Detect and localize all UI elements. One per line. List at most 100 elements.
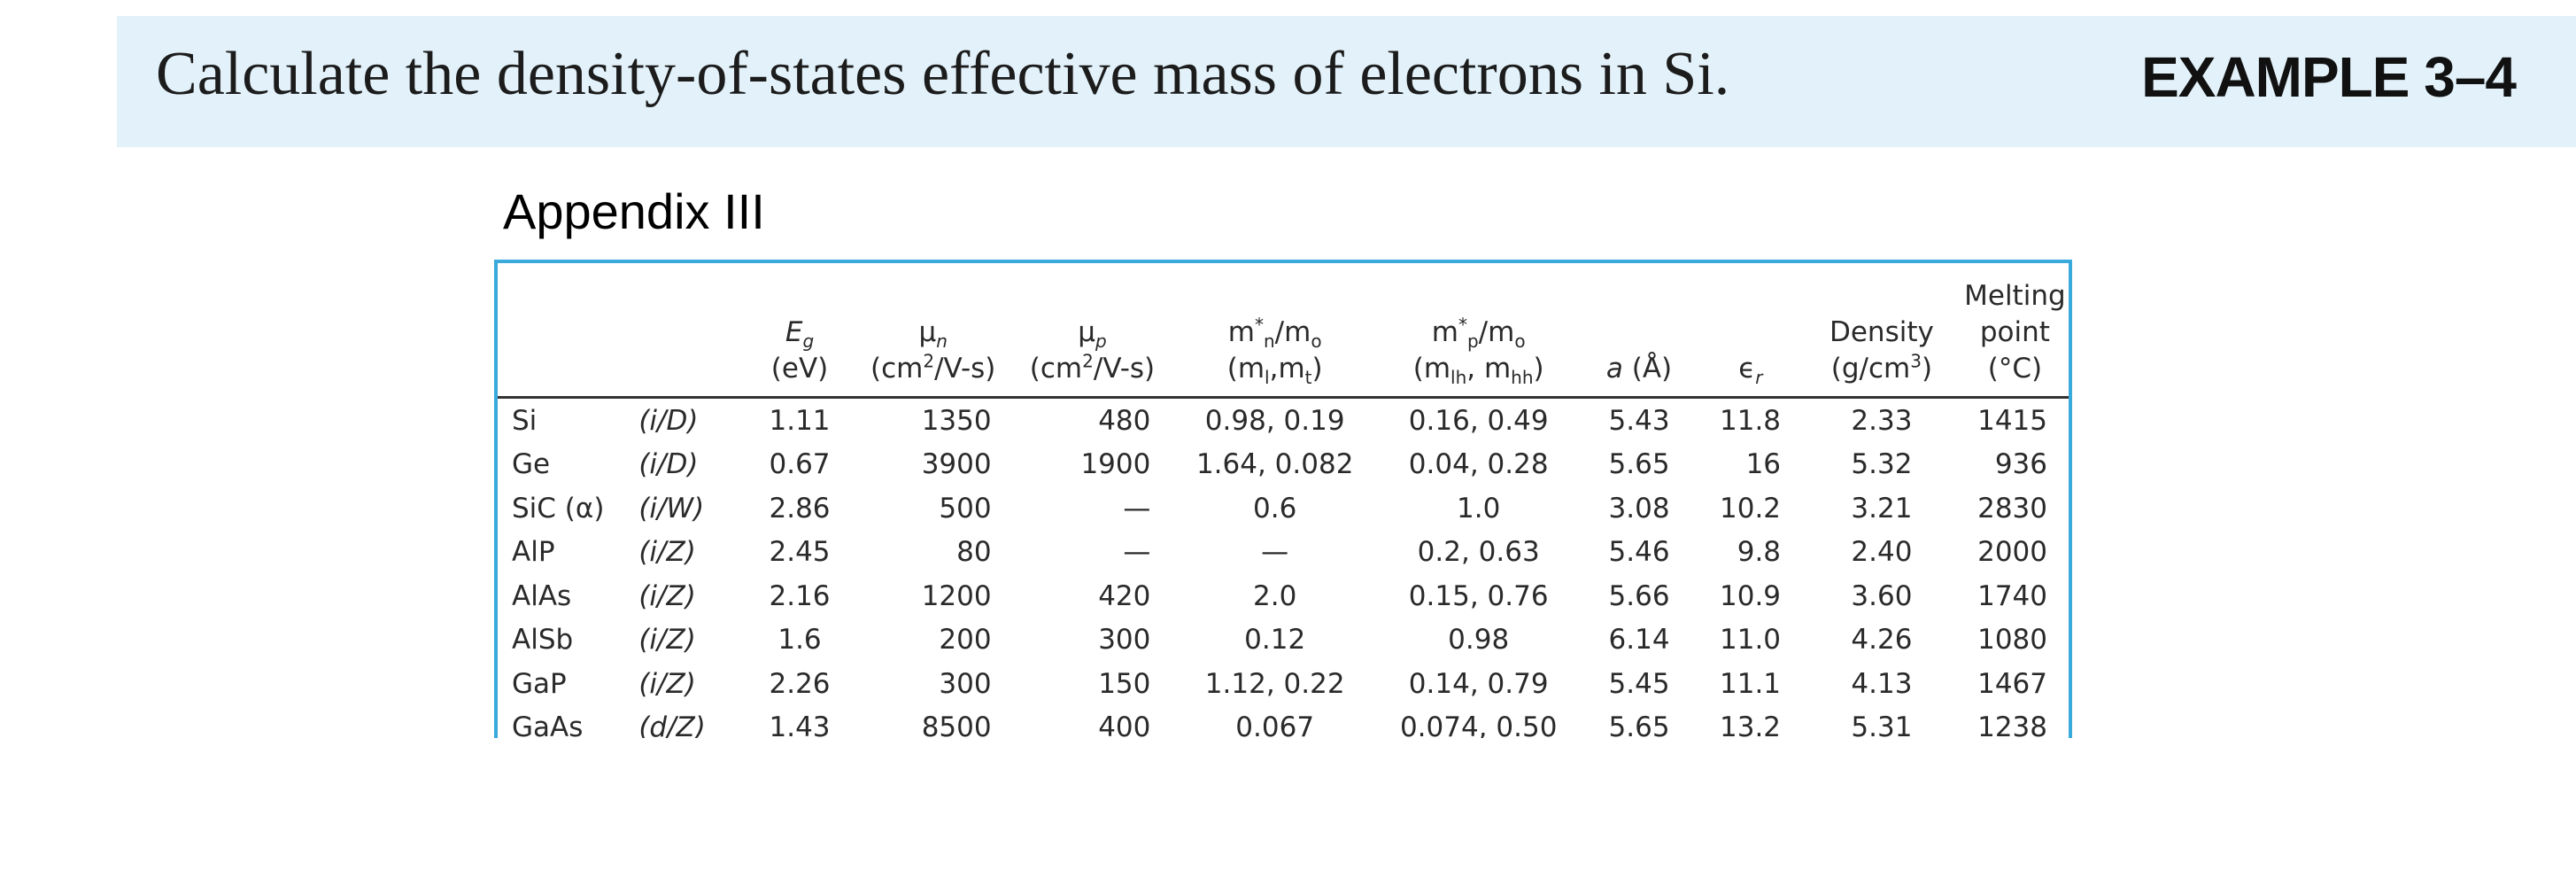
table-row: GaP (i/Z) 2.26 300 150 1.12, 0.22 0.14, 0.79 5.… bbox=[498, 662, 2069, 706]
header-mu-n: μn (cm2/V-s) bbox=[853, 263, 1013, 399]
table-row: Ge (i/D) 0.67 3900 1900 1.64, 0.082 0.04, 0.28… bbox=[498, 443, 2069, 487]
cell-density: 4.26 bbox=[1851, 624, 1913, 657]
cell-eg: 1.11 bbox=[769, 404, 831, 437]
cell-lattice-constant: 5.45 bbox=[1608, 667, 1670, 700]
cell-mp-eff: 0.14, 0.79 bbox=[1408, 667, 1549, 700]
cell-mu-n: 1200 bbox=[921, 579, 992, 612]
cell-lattice-constant: 5.43 bbox=[1608, 404, 1670, 437]
appendix-title: Appendix III bbox=[503, 183, 765, 239]
material-properties-table-frame: Eg (eV) μn (cm2/V-s) μp (cm2/V-s) m*n/mo… bbox=[494, 260, 2072, 738]
cell-mu-p: 1900 bbox=[1080, 448, 1151, 481]
header-melting-point: Melting point (°C) bbox=[1961, 263, 2069, 399]
cell-material: Ge bbox=[512, 448, 551, 481]
cell-melting-point: 936 bbox=[1994, 448, 2047, 481]
cell-mn-eff: 0.98, 0.19 bbox=[1204, 404, 1345, 437]
header-mp-eff: m*p/mo (mlh, mhh) bbox=[1378, 263, 1580, 399]
cell-mu-n: 8500 bbox=[921, 711, 992, 738]
cell-eg: 1.6 bbox=[777, 624, 822, 657]
cell-mu-p: 420 bbox=[1098, 579, 1151, 612]
cell-melting-point: 1080 bbox=[1977, 624, 2047, 657]
cell-gap-type: (i/Z) bbox=[638, 536, 696, 569]
cell-gap-type: (i/Z) bbox=[638, 579, 696, 612]
cell-eg: 2.86 bbox=[769, 492, 831, 525]
cell-melting-point: 1467 bbox=[1977, 667, 2047, 700]
table-row: AlAs (i/Z) 2.16 1200 420 2.0 0.15, 0.76 5.66 10.… bbox=[498, 574, 2069, 618]
cell-material: AlP bbox=[512, 536, 555, 569]
cell-mn-eff: 0.067 bbox=[1235, 711, 1315, 738]
example-banner: Calculate the density-of-states effectiv… bbox=[117, 16, 2576, 147]
cell-density: 2.40 bbox=[1851, 536, 1913, 569]
cell-mu-n: 300 bbox=[939, 667, 992, 700]
cell-mp-eff: 1.0 bbox=[1457, 492, 1501, 525]
header-eg: Eg (eV) bbox=[746, 263, 854, 399]
cell-density: 2.33 bbox=[1851, 404, 1913, 437]
material-properties-table: Eg (eV) μn (cm2/V-s) μp (cm2/V-s) m*n/mo… bbox=[498, 263, 2069, 738]
cell-density: 3.60 bbox=[1851, 579, 1913, 612]
cell-mp-eff: 0.15, 0.76 bbox=[1408, 579, 1549, 612]
header-mn-eff: m*n/mo (ml,mt) bbox=[1172, 263, 1378, 399]
cell-melting-point: 1740 bbox=[1977, 579, 2047, 612]
table-row: AlSb (i/Z) 1.6 200 300 0.12 0.98 6.14 11.0 4.26 10… bbox=[498, 618, 2069, 663]
cell-melting-point: 1415 bbox=[1977, 404, 2047, 437]
table-row: Si (i/D) 1.11 1350 480 0.98, 0.19 0.16, 0.49 5.… bbox=[498, 398, 2069, 443]
cell-mn-eff: 2.0 bbox=[1253, 579, 1297, 612]
table-row: SiC (α) (i/W) 2.86 500 — 0.6 1.0 3.08 10.2 3.21 28… bbox=[498, 486, 2069, 531]
cell-mp-eff: 0.074, 0.50 bbox=[1399, 711, 1558, 738]
header-material bbox=[498, 263, 634, 399]
cell-lattice-constant: 5.65 bbox=[1608, 448, 1670, 481]
cell-gap-type: (i/Z) bbox=[638, 624, 696, 657]
cell-mu-n: 200 bbox=[939, 624, 992, 657]
cell-mn-eff: — bbox=[1261, 536, 1289, 569]
cell-eg: 2.16 bbox=[769, 579, 831, 612]
cell-permittivity: 9.8 bbox=[1737, 536, 1782, 569]
cell-permittivity: 11.1 bbox=[1720, 667, 1782, 700]
cell-permittivity: 10.9 bbox=[1720, 579, 1782, 612]
cell-mp-eff: 0.98 bbox=[1448, 624, 1510, 657]
cell-density: 4.13 bbox=[1851, 667, 1913, 700]
cell-gap-type: (d/Z) bbox=[638, 711, 706, 738]
cell-mp-eff: 0.04, 0.28 bbox=[1408, 448, 1549, 481]
cell-lattice-constant: 6.14 bbox=[1608, 624, 1670, 657]
cell-gap-type: (i/W) bbox=[638, 492, 705, 525]
cell-permittivity: 10.2 bbox=[1720, 492, 1782, 525]
header-mu-p: μp (cm2/V-s) bbox=[1012, 263, 1172, 399]
cell-mn-eff: 0.6 bbox=[1253, 492, 1297, 525]
cell-melting-point: 1238 bbox=[1977, 711, 2047, 738]
header-row: Eg (eV) μn (cm2/V-s) μp (cm2/V-s) m*n/mo… bbox=[498, 263, 2069, 399]
cell-material: Si bbox=[512, 404, 538, 437]
cell-mu-p: 300 bbox=[1098, 624, 1151, 657]
header-density: Density (g/cm3) bbox=[1802, 263, 1961, 399]
cell-mn-eff: 1.12, 0.22 bbox=[1204, 667, 1345, 700]
cell-mu-n: 500 bbox=[939, 492, 992, 525]
header-lattice-constant: a (Å) bbox=[1579, 263, 1699, 399]
header-gap-type bbox=[633, 263, 746, 399]
cell-mu-n: 80 bbox=[956, 536, 992, 569]
cell-melting-point: 2000 bbox=[1977, 536, 2047, 569]
cell-material: GaP bbox=[512, 667, 567, 700]
cell-permittivity: 11.0 bbox=[1720, 624, 1782, 657]
cell-gap-type: (i/D) bbox=[638, 448, 699, 481]
cell-lattice-constant: 3.08 bbox=[1608, 492, 1670, 525]
cell-melting-point: 2830 bbox=[1977, 492, 2047, 525]
cell-eg: 1.43 bbox=[769, 711, 831, 738]
cell-mn-eff: 0.12 bbox=[1244, 624, 1306, 657]
cell-mn-eff: 1.64, 0.082 bbox=[1195, 448, 1354, 481]
cell-mu-p: 400 bbox=[1098, 711, 1151, 738]
cell-mu-p: — bbox=[1123, 492, 1151, 525]
header-permittivity: ϵr bbox=[1698, 263, 1803, 399]
cell-gap-type: (i/D) bbox=[638, 404, 699, 437]
cell-eg: 0.67 bbox=[769, 448, 831, 481]
cell-eg: 2.26 bbox=[769, 667, 831, 700]
table-row: GaAs (d/Z) 1.43 8500 400 0.067 0.074, 0.50 5.65… bbox=[498, 706, 2069, 738]
cell-mp-eff: 0.16, 0.49 bbox=[1408, 404, 1549, 437]
cell-mu-p: 480 bbox=[1098, 404, 1151, 437]
cell-eg: 2.45 bbox=[769, 536, 831, 569]
cell-gap-type: (i/Z) bbox=[638, 667, 696, 700]
cell-lattice-constant: 5.46 bbox=[1608, 536, 1670, 569]
cell-lattice-constant: 5.66 bbox=[1608, 579, 1670, 612]
cell-density: 5.32 bbox=[1851, 448, 1913, 481]
cell-density: 5.31 bbox=[1851, 711, 1913, 738]
cell-material: GaAs bbox=[512, 711, 584, 738]
cell-material: AlSb bbox=[512, 624, 574, 657]
cell-density: 3.21 bbox=[1851, 492, 1913, 525]
